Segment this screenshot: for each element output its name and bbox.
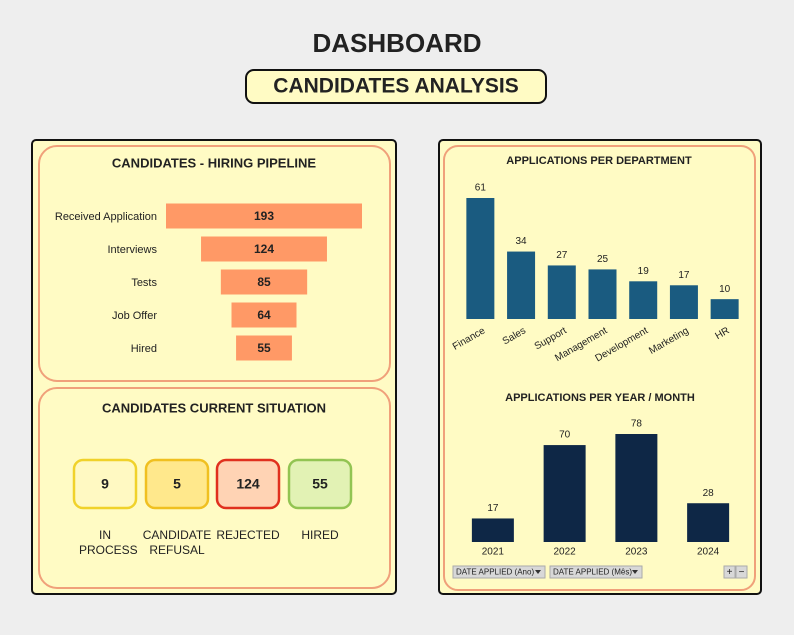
data-label: 85: [257, 275, 271, 289]
status-card: [287, 458, 353, 510]
bar: [507, 251, 536, 319]
funnel-bar: [201, 236, 327, 262]
funnel-bar: [236, 335, 292, 361]
x-tick-label: 2022: [554, 547, 577, 558]
dropdown-arrow: [632, 570, 638, 574]
subtitle-box: [245, 69, 547, 104]
zoom-button[interactable]: [735, 565, 748, 579]
status-label: CANDIDATE REFUSAL: [142, 528, 212, 557]
bar: [710, 299, 739, 319]
data-label: 61: [475, 183, 487, 194]
x-tick-label: 2024: [697, 547, 720, 558]
status-label-box: HIRED: [301, 528, 339, 542]
status-value: 55: [312, 476, 328, 492]
bar: [471, 518, 514, 542]
dropdown-arrow: [535, 570, 541, 574]
bar: [687, 503, 730, 542]
category-label: Interviews: [107, 244, 157, 256]
filter-button[interactable]: [549, 565, 643, 579]
bar: [547, 265, 576, 319]
bar: [669, 285, 698, 319]
category-label: Received Application: [55, 211, 157, 223]
bar: [629, 281, 658, 319]
zoom-button[interactable]: [723, 565, 736, 579]
data-label: 17: [487, 503, 499, 514]
status-label: REJECTED: [216, 528, 280, 542]
status-label-box: REJECTED: [216, 528, 280, 542]
x-tick-label: 2021: [482, 547, 505, 558]
bar: [466, 198, 495, 319]
chart-title: APPLICATIONS PER DEPARTMENT: [506, 155, 692, 167]
filter-button[interactable]: [452, 565, 546, 579]
chart-title: APPLICATIONS PER YEAR / MONTH: [505, 392, 695, 404]
data-label: 25: [597, 254, 609, 265]
situation-title: CANDIDATES CURRENT SITUATION: [102, 400, 326, 415]
funnel-bar: [166, 203, 362, 229]
data-label: 10: [719, 284, 731, 295]
status-card: [215, 458, 281, 510]
funnel-bar: [231, 302, 297, 328]
data-label: 55: [257, 341, 271, 355]
chart-title: CANDIDATES - HIRING PIPELINE: [112, 155, 316, 170]
category-label: Job Offer: [112, 310, 157, 322]
category-label: Hired: [131, 343, 157, 355]
status-label: IN PROCESS: [79, 528, 138, 557]
status-label: HIRED: [301, 528, 339, 542]
filter-label: DATE APPLIED (Mês): [553, 568, 632, 577]
status-card: [72, 458, 138, 510]
status-label-box: CANDIDATE REFUSAL: [142, 528, 212, 557]
zoom-label: −: [739, 567, 745, 578]
bar: [588, 269, 617, 319]
situation-box: [38, 387, 391, 589]
bar: [615, 434, 658, 542]
data-label: 193: [254, 209, 274, 223]
data-label: 28: [703, 488, 715, 499]
status-value: 9: [101, 476, 109, 492]
data-label: 19: [638, 266, 650, 277]
bar: [543, 445, 586, 542]
status-label-box: IN PROCESS: [79, 528, 138, 557]
x-tick-label: 2023: [625, 547, 648, 558]
status-value: 124: [236, 476, 260, 492]
data-label: 34: [516, 236, 528, 247]
dashboard-subtitle: CANDIDATES ANALYSIS: [273, 75, 518, 98]
status-card: [144, 458, 210, 510]
pipeline-box: [38, 145, 391, 382]
data-label: 64: [257, 308, 271, 322]
data-label: 78: [631, 419, 643, 430]
data-label: 27: [556, 250, 568, 261]
category-label: Tests: [131, 277, 157, 289]
status-value: 5: [173, 476, 181, 492]
data-label: 17: [678, 270, 690, 281]
data-label: 124: [254, 242, 274, 256]
zoom-label: +: [727, 567, 733, 578]
funnel-bar: [220, 269, 308, 295]
data-label: 70: [559, 430, 571, 441]
dashboard-title: DASHBOARD: [313, 28, 482, 58]
filter-label: DATE APPLIED (Ano): [456, 568, 534, 577]
